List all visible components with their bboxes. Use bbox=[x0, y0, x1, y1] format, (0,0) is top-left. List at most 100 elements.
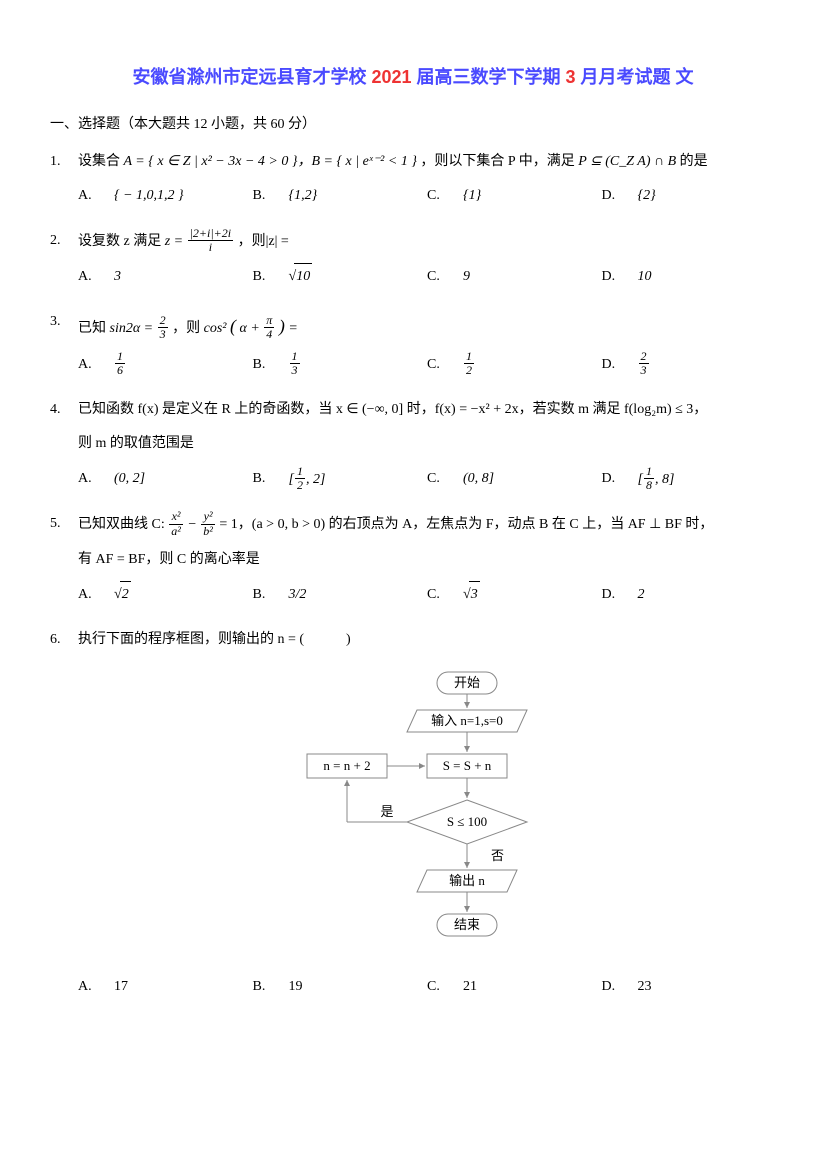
opt-value: 23 bbox=[638, 974, 652, 1001]
frac-den: 8 bbox=[644, 479, 654, 492]
opt-value: 12 bbox=[464, 350, 474, 377]
q3-eq: = bbox=[288, 321, 297, 336]
option-c: C. 12 bbox=[427, 351, 602, 378]
frac-den: i bbox=[188, 241, 233, 254]
q3-frac2: π 4 bbox=[264, 314, 274, 341]
opt-value: {1} bbox=[463, 183, 481, 210]
q2-options: A.3 B.√10 C.9 D.10 bbox=[78, 263, 776, 291]
question-number: 5. bbox=[50, 511, 78, 621]
section-heading: 一、选择题（本大题共 12 小题，共 60 分） bbox=[50, 112, 776, 139]
opt-value: 13 bbox=[290, 350, 300, 377]
option-b: B.3/2 bbox=[253, 581, 428, 609]
q3-options: A. 16 B. 13 C. 12 D. 23 bbox=[78, 351, 776, 378]
flow-init: 输入 n=1,s=0 bbox=[431, 713, 503, 728]
opt-label: B. bbox=[253, 974, 289, 1001]
q6-options: A.17 B.19 C.21 D.23 bbox=[78, 974, 776, 1001]
q3-inner: α + bbox=[240, 321, 260, 336]
opt-label: A. bbox=[78, 264, 114, 291]
option-a: A.(0, 2] bbox=[78, 466, 253, 494]
option-c: C.{1} bbox=[427, 183, 602, 210]
question-1: 1. 设集合 A = { x ∈ Z | x² − 3x − 4 > 0 }，B… bbox=[50, 149, 776, 222]
opt-value: (0, 2] bbox=[114, 466, 145, 493]
opt-value: { − 1,0,1,2 } bbox=[114, 183, 184, 210]
opt-value: 2 bbox=[638, 582, 645, 609]
option-d: D.10 bbox=[602, 263, 777, 291]
opt-value: [18, 8] bbox=[638, 466, 675, 494]
opt-label: C. bbox=[427, 352, 463, 379]
q2-fraction: |2+i|+2i i bbox=[188, 227, 233, 254]
option-b: B.{1,2} bbox=[253, 183, 428, 210]
opt-label: B. bbox=[253, 582, 289, 609]
option-c: C.√3 bbox=[427, 581, 602, 609]
opt-label: D. bbox=[602, 974, 638, 1001]
page-title: 安徽省滁州市定远县育才学校 2021 届高三数学下学期 3 月月考试题 文 bbox=[50, 60, 776, 94]
opt-value: 17 bbox=[114, 974, 128, 1001]
question-2: 2. 设复数 z 满足 z = |2+i|+2i i ，则|z| = A.3 B… bbox=[50, 228, 776, 303]
opt-label: B. bbox=[253, 466, 289, 493]
frac-num: 1 bbox=[115, 350, 125, 364]
sqrt-val: 2 bbox=[120, 581, 131, 609]
question-number: 2. bbox=[50, 228, 78, 303]
bracket: , 8] bbox=[655, 472, 674, 487]
sqrt-val: 10 bbox=[294, 263, 312, 291]
q1-text-a: 设集合 bbox=[78, 154, 120, 169]
frac-num: 2 bbox=[158, 314, 168, 328]
q5-text-a: 已知双曲线 C: bbox=[78, 517, 168, 532]
question-text-line2: 有 AF = BF，则 C 的离心率是 bbox=[78, 547, 776, 574]
q5-text-b: = 1，(a > 0, b > 0) 的右顶点为 A，左焦点为 F，动点 B 在… bbox=[219, 517, 713, 532]
question-3: 3. 已知 sin2α = 2 3 ，则 cos² ( α + π 4 ) = … bbox=[50, 309, 776, 391]
question-4: 4. 已知函数 f(x) 是定义在 R 上的奇函数，当 x ∈ (−∞, 0] … bbox=[50, 397, 776, 506]
flow-start: 开始 bbox=[454, 675, 480, 690]
flow-no: 否 bbox=[491, 848, 504, 863]
frac-den: 3 bbox=[639, 364, 649, 377]
opt-value: 3/2 bbox=[289, 582, 307, 609]
question-5: 5. 已知双曲线 C: x²a² − y²b² = 1，(a > 0, b > … bbox=[50, 511, 776, 621]
q3-eq1: sin2α = bbox=[110, 321, 154, 336]
question-text: 执行下面的程序框图，则输出的 n = ( ) bbox=[78, 627, 776, 654]
bracket: [ bbox=[638, 472, 643, 487]
frac-num: x² bbox=[169, 510, 183, 524]
minus: − bbox=[187, 517, 200, 532]
frac-den: a² bbox=[169, 525, 183, 538]
question-6: 6. 执行下面的程序框图，则输出的 n = ( ) 开始 输入 n=1,s=0 … bbox=[50, 627, 776, 1012]
option-b: B.√10 bbox=[253, 263, 428, 291]
opt-value: 19 bbox=[289, 974, 303, 1001]
frac-den: 2 bbox=[295, 479, 305, 492]
option-d: D. 23 bbox=[602, 351, 777, 378]
opt-label: D. bbox=[602, 582, 638, 609]
opt-label: B. bbox=[253, 352, 289, 379]
sqrt-val: 3 bbox=[469, 581, 480, 609]
q1-set-a: A = { x ∈ Z | x² − 3x − 4 > 0 }，B = { x … bbox=[124, 154, 417, 169]
flow-out: 输出 n bbox=[449, 873, 485, 888]
option-a: A.3 bbox=[78, 263, 253, 291]
frac-num: y² bbox=[201, 510, 215, 524]
opt-value: √3 bbox=[463, 581, 480, 609]
option-d: D.{2} bbox=[602, 183, 777, 210]
title-red-1: 2021 bbox=[366, 67, 416, 87]
opt-label: C. bbox=[427, 264, 463, 291]
q1-text-b: ，则以下集合 P 中，满足 bbox=[420, 154, 574, 169]
opt-label: D. bbox=[602, 264, 638, 291]
q3-frac1: 2 3 bbox=[158, 314, 168, 341]
flow-assign-n: n = n + 2 bbox=[323, 758, 370, 773]
q4-options: A.(0, 2] B. [12, 2] C.(0, 8] D. [18, 8] bbox=[78, 466, 776, 494]
opt-label: C. bbox=[427, 466, 463, 493]
flowchart-diagram: 开始 输入 n=1,s=0 S = S + n n = n + 2 S ≤ 10… bbox=[267, 664, 587, 964]
option-c: C.21 bbox=[427, 974, 602, 1001]
q5-options: A.√2 B.3/2 C.√3 D.2 bbox=[78, 581, 776, 609]
opt-value: √10 bbox=[289, 263, 313, 291]
q3-text-b: ，则 bbox=[172, 321, 200, 336]
question-number: 4. bbox=[50, 397, 78, 506]
opt-label: B. bbox=[253, 183, 289, 210]
q5-frac2: y²b² bbox=[201, 510, 215, 537]
opt-value: 10 bbox=[638, 264, 652, 291]
flow-yes: 是 bbox=[380, 804, 393, 819]
option-d: D.23 bbox=[602, 974, 777, 1001]
frac-num: |2+i|+2i bbox=[188, 227, 233, 241]
opt-label: D. bbox=[602, 183, 638, 210]
frac-den: 2 bbox=[464, 364, 474, 377]
frac-den: 6 bbox=[115, 364, 125, 377]
option-a: A.√2 bbox=[78, 581, 253, 609]
option-b: B. [12, 2] bbox=[253, 466, 428, 494]
opt-label: A. bbox=[78, 466, 114, 493]
